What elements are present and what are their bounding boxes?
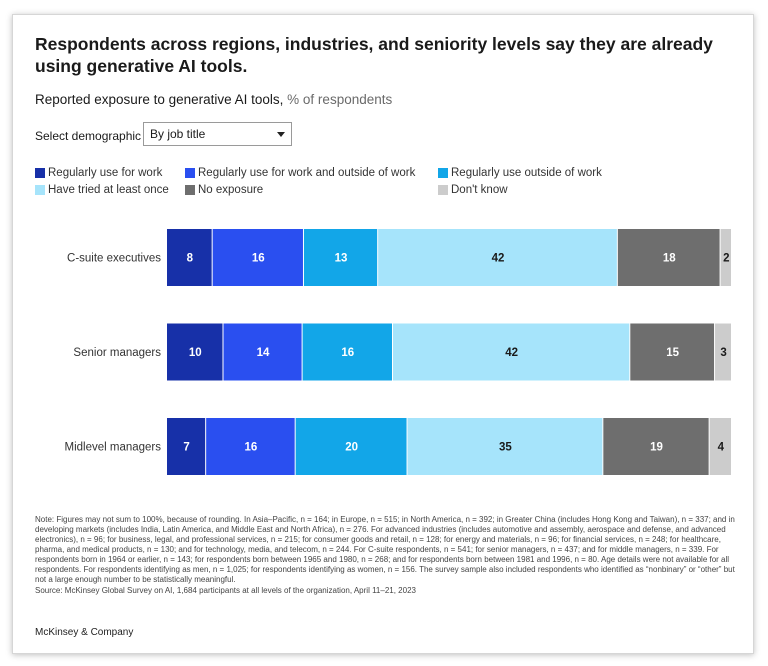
- subtitle-text: Reported exposure to generative AI tools…: [35, 92, 284, 107]
- category-label: Senior managers: [73, 347, 161, 359]
- bar-segment: [295, 418, 407, 475]
- bar-value-label: 7: [183, 442, 189, 454]
- bar-segment: [167, 323, 223, 381]
- bar-segment: [715, 323, 731, 381]
- demographic-select-value: By job title: [150, 127, 206, 141]
- chart-title: Respondents across regions, industries, …: [35, 34, 713, 76]
- legend-swatch: [438, 184, 448, 195]
- bar-segment: [709, 418, 731, 475]
- bar-value-label: 8: [187, 253, 194, 265]
- chart-subtitle: Reported exposure to generative AI tools…: [35, 92, 392, 107]
- bar-value-label: 2: [723, 253, 729, 265]
- chevron-down-icon: [277, 132, 285, 137]
- legend-label: Don't know: [451, 183, 508, 196]
- chart-legend: Regularly use for work Regularly use for …: [35, 165, 735, 197]
- legend-swatch: [185, 167, 195, 178]
- legend-item: No exposure: [185, 182, 438, 197]
- bar-value-label: 35: [499, 442, 512, 454]
- legend-item: Regularly use for work and outside of wo…: [185, 165, 438, 180]
- legend-swatch: [35, 184, 45, 195]
- bar-value-label: 10: [189, 347, 202, 359]
- bar-value-label: 16: [252, 253, 265, 265]
- bar-value-label: 18: [663, 253, 676, 265]
- footnote: Note: Figures may not sum to 100%, becau…: [35, 515, 735, 596]
- bar-value-label: 13: [335, 253, 348, 265]
- bar-segment: [167, 418, 206, 475]
- legend-item: Don't know: [438, 182, 698, 197]
- bar-segment: [407, 418, 603, 475]
- demographic-select[interactable]: By job title: [143, 122, 292, 146]
- bar-value-label: 20: [345, 442, 358, 454]
- bar-value-label: 42: [505, 347, 518, 359]
- bar-segment: [393, 323, 630, 381]
- bar-segment: [603, 418, 709, 475]
- legend-item: Regularly use for work: [35, 165, 185, 180]
- bar-segment: [720, 229, 731, 286]
- bar-segment: [617, 229, 720, 286]
- bar-segment: [167, 229, 212, 286]
- bar-value-label: 15: [666, 347, 679, 359]
- note-text: Note: Figures may not sum to 100%, becau…: [35, 515, 735, 584]
- bar-value-label: 14: [257, 347, 270, 359]
- bar-segment: [206, 418, 295, 475]
- legend-label: Have tried at least once: [48, 183, 169, 196]
- bar-segment: [212, 229, 303, 286]
- legend-label: Regularly use for work: [48, 166, 163, 179]
- legend-swatch: [438, 167, 448, 178]
- bar-segment: [303, 229, 378, 286]
- brand-logo: McKinsey & Company: [35, 627, 134, 638]
- source-text: Source: McKinsey Global Survey on AI, 1,…: [35, 586, 416, 595]
- bar-value-label: 16: [245, 442, 258, 454]
- category-label: C-suite executives: [67, 253, 161, 265]
- bar-value-label: 16: [341, 347, 354, 359]
- legend-swatch: [185, 184, 195, 195]
- legend-label: Regularly use outside of work: [451, 166, 602, 179]
- legend-swatch: [35, 167, 45, 178]
- chart-card: Respondents across regions, industries, …: [12, 14, 754, 654]
- stacked-bar-chart: C-suite executives 8 16 13 42 18 2 Senior manag…: [64, 229, 731, 475]
- bar-segment: [630, 323, 715, 381]
- bar-segment: [378, 229, 617, 286]
- bar-value-label: 3: [720, 347, 726, 359]
- bar-segment: [302, 323, 392, 381]
- category-label: Midlevel managers: [64, 442, 161, 454]
- legend-item: Regularly use outside of work: [438, 165, 698, 180]
- bar-value-label: 4: [718, 442, 725, 454]
- legend-item: Have tried at least once: [35, 182, 185, 197]
- bar-value-label: 42: [492, 253, 505, 265]
- legend-label: No exposure: [198, 183, 264, 196]
- legend-label: Regularly use for work and outside of wo…: [198, 166, 416, 179]
- subtitle-unit: % of respondents: [287, 92, 393, 107]
- select-demographic-label: Select demographic: [35, 129, 142, 143]
- bar-value-label: 19: [650, 442, 663, 454]
- bar-segment: [223, 323, 302, 381]
